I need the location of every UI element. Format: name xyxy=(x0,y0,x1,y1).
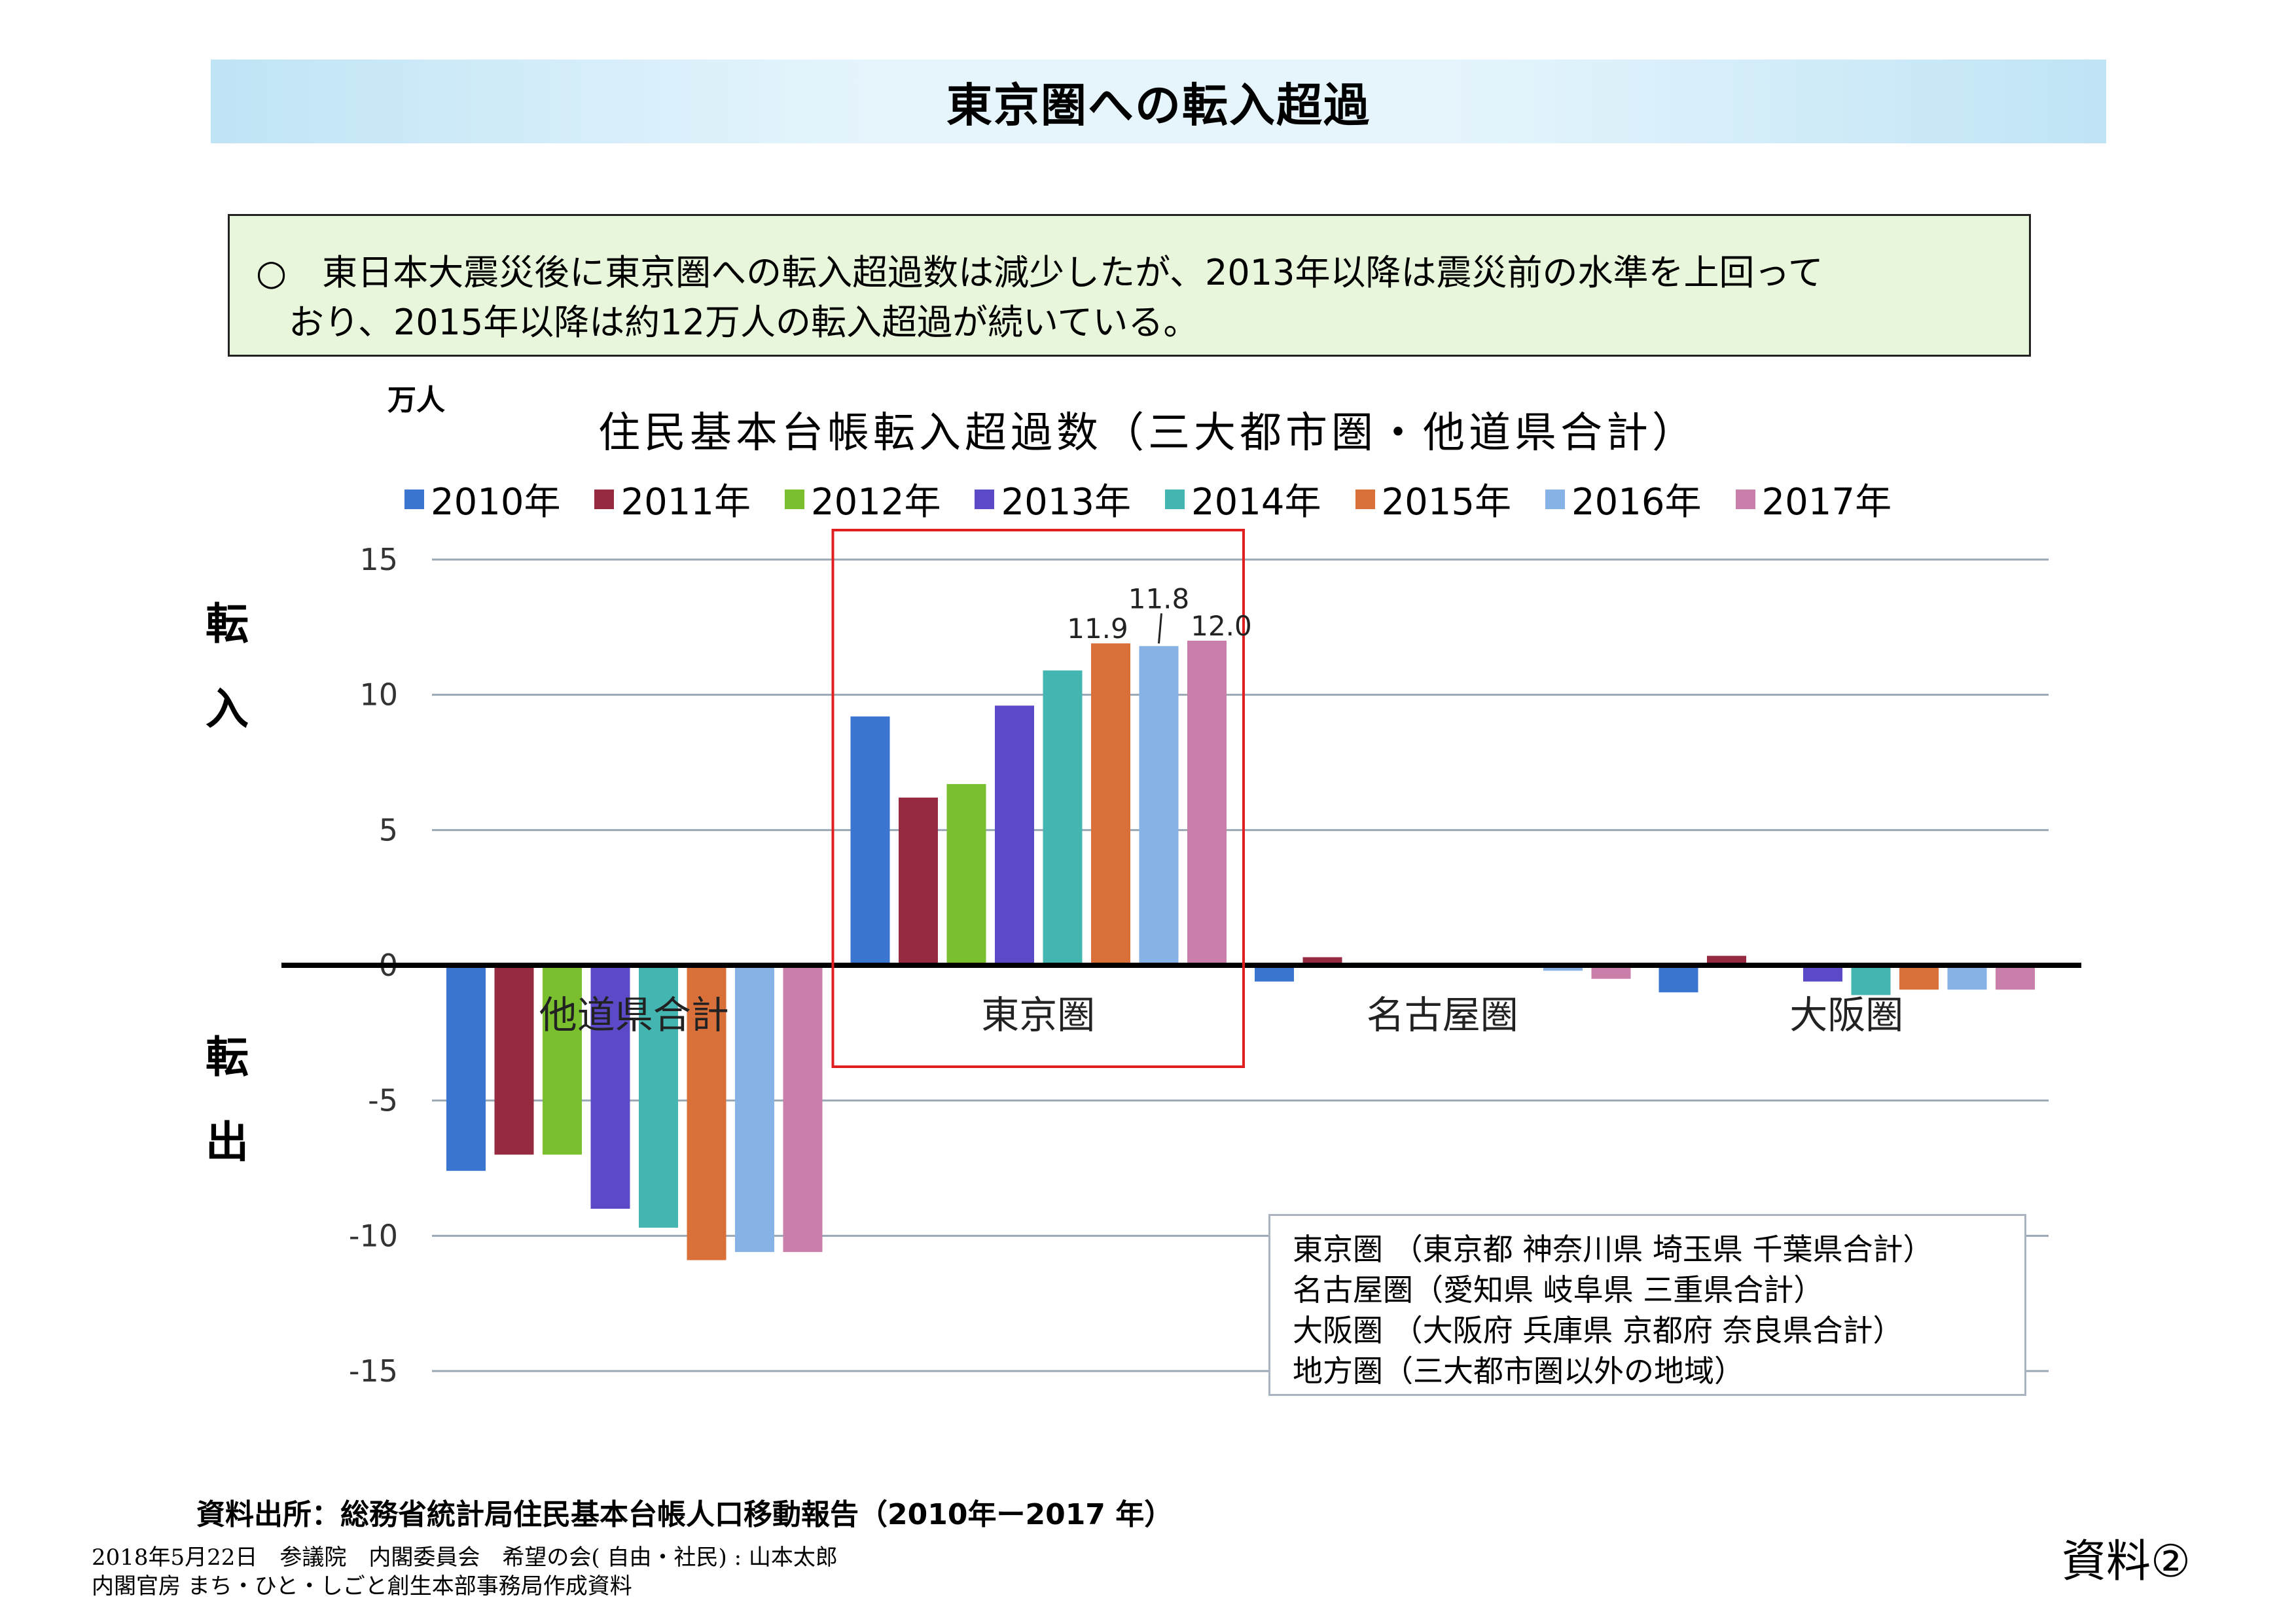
legend-label: 2015年 xyxy=(1381,481,1512,524)
y-tick-label: -15 xyxy=(349,1353,398,1389)
y-tick-label: 15 xyxy=(359,542,398,577)
legend-item: 2013年 xyxy=(975,473,1131,526)
side-label-in-2: 入 xyxy=(206,684,249,734)
chart-legend: 2010年 2011年 2012年 2013年 2014年 2015年 2016… xyxy=(0,473,2296,526)
category-label: 他道県合計 xyxy=(539,993,729,1037)
bar xyxy=(543,965,582,1155)
summary-box: ○ 東日本大震災後に東京圏への転入超過数は減少したが、2013年以降は震災前の水… xyxy=(228,214,2031,357)
bar xyxy=(1187,641,1227,965)
legend-label: 2010年 xyxy=(430,481,561,524)
region-notes: 東京圏 （東京都 神奈川県 埼玉県 千葉県合計） 名古屋圏（愛知県 岐阜県 三重… xyxy=(1268,1214,2026,1396)
legend-swatch xyxy=(1355,489,1375,509)
bar xyxy=(735,965,774,1253)
legend-item: 2011年 xyxy=(594,473,751,526)
data-label: 12.0 xyxy=(1191,610,1252,642)
category-label: 名古屋圏 xyxy=(1367,993,1518,1037)
legend-label: 2013年 xyxy=(1001,481,1131,524)
summary-line-1: ○ 東日本大震災後に東京圏への転入超過数は減少したが、2013年以降は震災前の水… xyxy=(256,252,1823,293)
legend-item: 2016年 xyxy=(1545,473,1702,526)
category-label: 大阪圏 xyxy=(1789,993,1903,1037)
data-label: 11.8 xyxy=(1128,582,1190,615)
bar xyxy=(1947,965,1987,990)
legend-item: 2012年 xyxy=(784,473,941,526)
footer-line-2: 内閣官房 まち・ひと・しごと創生本部事務局作成資料 xyxy=(92,1573,632,1599)
legend-swatch xyxy=(784,489,804,509)
note-line: 大阪圏 （大阪府 兵庫県 京都府 奈良県合計） xyxy=(1293,1313,1903,1348)
bar xyxy=(590,965,630,1209)
bar xyxy=(1996,965,2035,990)
legend-swatch xyxy=(1735,489,1755,509)
highlight-box xyxy=(831,529,1245,1068)
legend-item: 2010年 xyxy=(404,473,561,526)
legend-swatch xyxy=(404,489,424,509)
bar xyxy=(783,965,823,1253)
bar xyxy=(1659,965,1698,993)
legend-item: 2017年 xyxy=(1735,473,1892,526)
bar xyxy=(1851,965,1891,995)
legend-swatch xyxy=(975,489,995,509)
legend-label: 2012年 xyxy=(810,481,941,524)
bar xyxy=(1255,965,1294,982)
summary-line-2: おり、2015年以降は約12万人の転入超過が続いている。 xyxy=(289,302,1199,343)
side-label-in-1: 転 xyxy=(206,599,249,649)
title-banner: 東京圏への転入超過 xyxy=(211,60,2106,143)
side-label-out-1: 転 xyxy=(206,1032,249,1082)
y-tick-label: -10 xyxy=(349,1218,398,1253)
bar xyxy=(946,784,986,965)
note-line: 名古屋圏（愛知県 岐阜県 三重県合計） xyxy=(1293,1272,1824,1308)
bar xyxy=(1803,965,1842,982)
side-label-out-2: 出 xyxy=(206,1117,249,1168)
footer-line-1: 2018年5月22日 参議院 内閣委員会 希望の会( 自由・社民) : 山本太郎 xyxy=(92,1544,838,1571)
y-tick-label: 5 xyxy=(379,812,398,847)
legend-swatch xyxy=(1165,489,1185,509)
legend-label: 2016年 xyxy=(1571,481,1702,524)
bar xyxy=(1043,670,1083,965)
chart-title: 住民基本台帳転入超過数（三大都市圏・他道県合計） xyxy=(598,409,1698,457)
y-tick-label: 10 xyxy=(359,677,398,713)
legend-item: 2015年 xyxy=(1355,473,1512,526)
bar xyxy=(494,965,534,1155)
legend-item: 2014年 xyxy=(1165,473,1321,526)
bar xyxy=(687,965,726,1260)
category-label: 東京圏 xyxy=(981,993,1095,1037)
legend-swatch xyxy=(594,489,615,509)
note-line: 地方圏（三大都市圏以外の地域） xyxy=(1293,1353,1744,1389)
legend-label: 2014年 xyxy=(1191,481,1321,524)
bar xyxy=(1591,965,1631,979)
bar xyxy=(1139,646,1179,965)
legend-label: 2017年 xyxy=(1761,481,1892,524)
data-label: 11.9 xyxy=(1067,613,1128,645)
page-title: 東京圏への転入超過 xyxy=(946,78,1371,132)
bar xyxy=(1091,643,1130,965)
bar xyxy=(1543,965,1583,971)
bar xyxy=(995,705,1034,965)
document-reference: 資料② xyxy=(2062,1536,2191,1588)
source-text: 資料出所：総務省統計局住民基本台帳人口移動報告（2010年ー2017 年） xyxy=(196,1498,1174,1531)
bar xyxy=(446,965,486,1171)
data-label-leader xyxy=(1158,613,1162,644)
unit-label: 万人 xyxy=(387,383,445,417)
legend-label: 2011年 xyxy=(620,481,751,524)
bar xyxy=(639,965,678,1228)
bar xyxy=(899,797,938,965)
legend-swatch xyxy=(1545,489,1566,509)
y-tick-label: -5 xyxy=(368,1083,398,1118)
bar xyxy=(850,716,890,965)
bar xyxy=(1899,965,1939,990)
note-line: 東京圏 （東京都 神奈川県 埼玉県 千葉県合計） xyxy=(1293,1232,1933,1267)
